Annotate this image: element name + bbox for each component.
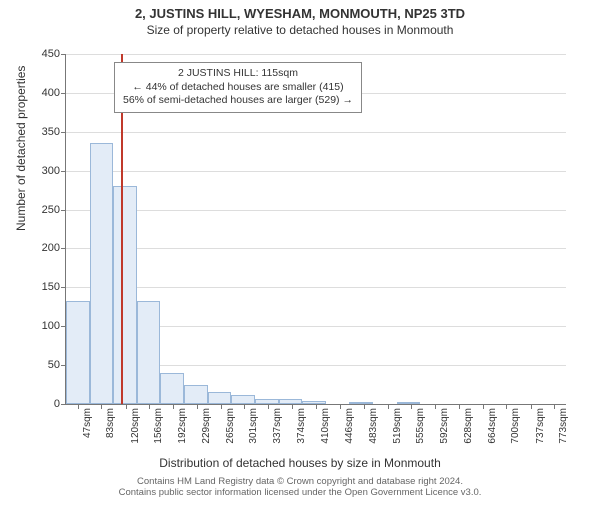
x-tick-label: 737sqm [535,408,546,444]
x-tick-mark [149,404,150,409]
x-tick-label: 519sqm [392,408,403,444]
x-tick-mark [221,404,222,409]
x-tick-label: 301sqm [248,408,259,444]
x-tick-mark [173,404,174,409]
annot-line: ← 44% of detached houses are smaller (41… [123,81,353,95]
histogram-bar [302,401,326,404]
y-tick-label: 50 [20,359,60,371]
x-tick-label: 773sqm [558,408,569,444]
y-tick-mark [61,171,66,172]
x-tick-mark [316,404,317,409]
x-tick-label: 229sqm [201,408,212,444]
x-tick-label: 83sqm [105,408,116,438]
gridline [66,171,566,172]
y-tick-mark [61,54,66,55]
gridline [66,54,566,55]
x-tick-label: 700sqm [510,408,521,444]
histogram-bar [208,392,232,404]
x-axis-label: Distribution of detached houses by size … [0,456,600,470]
gridline [66,248,566,249]
histogram-bar [349,402,373,404]
annotation-box: 2 JUSTINS HILL: 115sqm← 44% of detached … [114,62,362,113]
x-tick-label: 47sqm [82,408,93,438]
histogram-bar [279,399,303,404]
x-tick-label: 120sqm [130,408,141,444]
x-tick-label: 555sqm [415,408,426,444]
histogram-bar [160,373,184,404]
histogram-bar [66,301,90,404]
chart-title: 2, JUSTINS HILL, WYESHAM, MONMOUTH, NP25… [0,6,600,21]
x-tick-mark [244,404,245,409]
x-tick-mark [101,404,102,409]
y-tick-mark [61,210,66,211]
y-tick-label: 250 [20,204,60,216]
x-tick-mark [531,404,532,409]
x-tick-label: 337sqm [272,408,283,444]
histogram-bar [137,301,161,404]
gridline [66,132,566,133]
y-tick-label: 450 [20,48,60,60]
x-tick-label: 265sqm [225,408,236,444]
x-tick-label: 592sqm [439,408,450,444]
histogram-bar [255,399,279,404]
y-tick-label: 0 [20,398,60,410]
plot-region: 05010015020025030035040045047sqm83sqm120… [65,54,566,405]
x-tick-mark [268,404,269,409]
x-tick-label: 483sqm [368,408,379,444]
x-tick-mark [459,404,460,409]
y-tick-mark [61,132,66,133]
x-tick-mark [411,404,412,409]
histogram-bar [397,402,421,404]
x-tick-label: 410sqm [320,408,331,444]
x-tick-mark [435,404,436,409]
x-tick-label: 374sqm [296,408,307,444]
footer-line-2: Contains public sector information licen… [0,487,600,498]
x-tick-label: 156sqm [153,408,164,444]
y-tick-label: 150 [20,281,60,293]
y-tick-label: 300 [20,165,60,177]
gridline [66,287,566,288]
y-tick-mark [61,93,66,94]
x-tick-mark [78,404,79,409]
y-tick-label: 200 [20,242,60,254]
x-tick-mark [340,404,341,409]
x-tick-mark [364,404,365,409]
histogram-bar [184,385,208,404]
y-tick-label: 350 [20,126,60,138]
footer-line-1: Contains HM Land Registry data © Crown c… [0,476,600,487]
chart-area: 05010015020025030035040045047sqm83sqm120… [65,54,565,404]
y-tick-mark [61,404,66,405]
histogram-bar [231,395,255,404]
x-tick-label: 664sqm [487,408,498,444]
gridline [66,210,566,211]
y-tick-mark [61,248,66,249]
x-tick-mark [388,404,389,409]
x-tick-mark [483,404,484,409]
x-tick-label: 446sqm [344,408,355,444]
x-tick-mark [506,404,507,409]
chart-subtitle: Size of property relative to detached ho… [0,23,600,37]
x-tick-mark [197,404,198,409]
annot-line: 56% of semi-detached houses are larger (… [123,94,353,108]
x-tick-mark [554,404,555,409]
histogram-bar [90,143,114,404]
annot-line: 2 JUSTINS HILL: 115sqm [123,67,353,81]
y-tick-mark [61,287,66,288]
histogram-bar [113,186,137,404]
x-tick-mark [292,404,293,409]
y-tick-label: 400 [20,87,60,99]
x-tick-label: 628sqm [463,408,474,444]
x-tick-mark [126,404,127,409]
x-tick-label: 192sqm [177,408,188,444]
y-tick-label: 100 [20,320,60,332]
chart-footer: Contains HM Land Registry data © Crown c… [0,476,600,499]
